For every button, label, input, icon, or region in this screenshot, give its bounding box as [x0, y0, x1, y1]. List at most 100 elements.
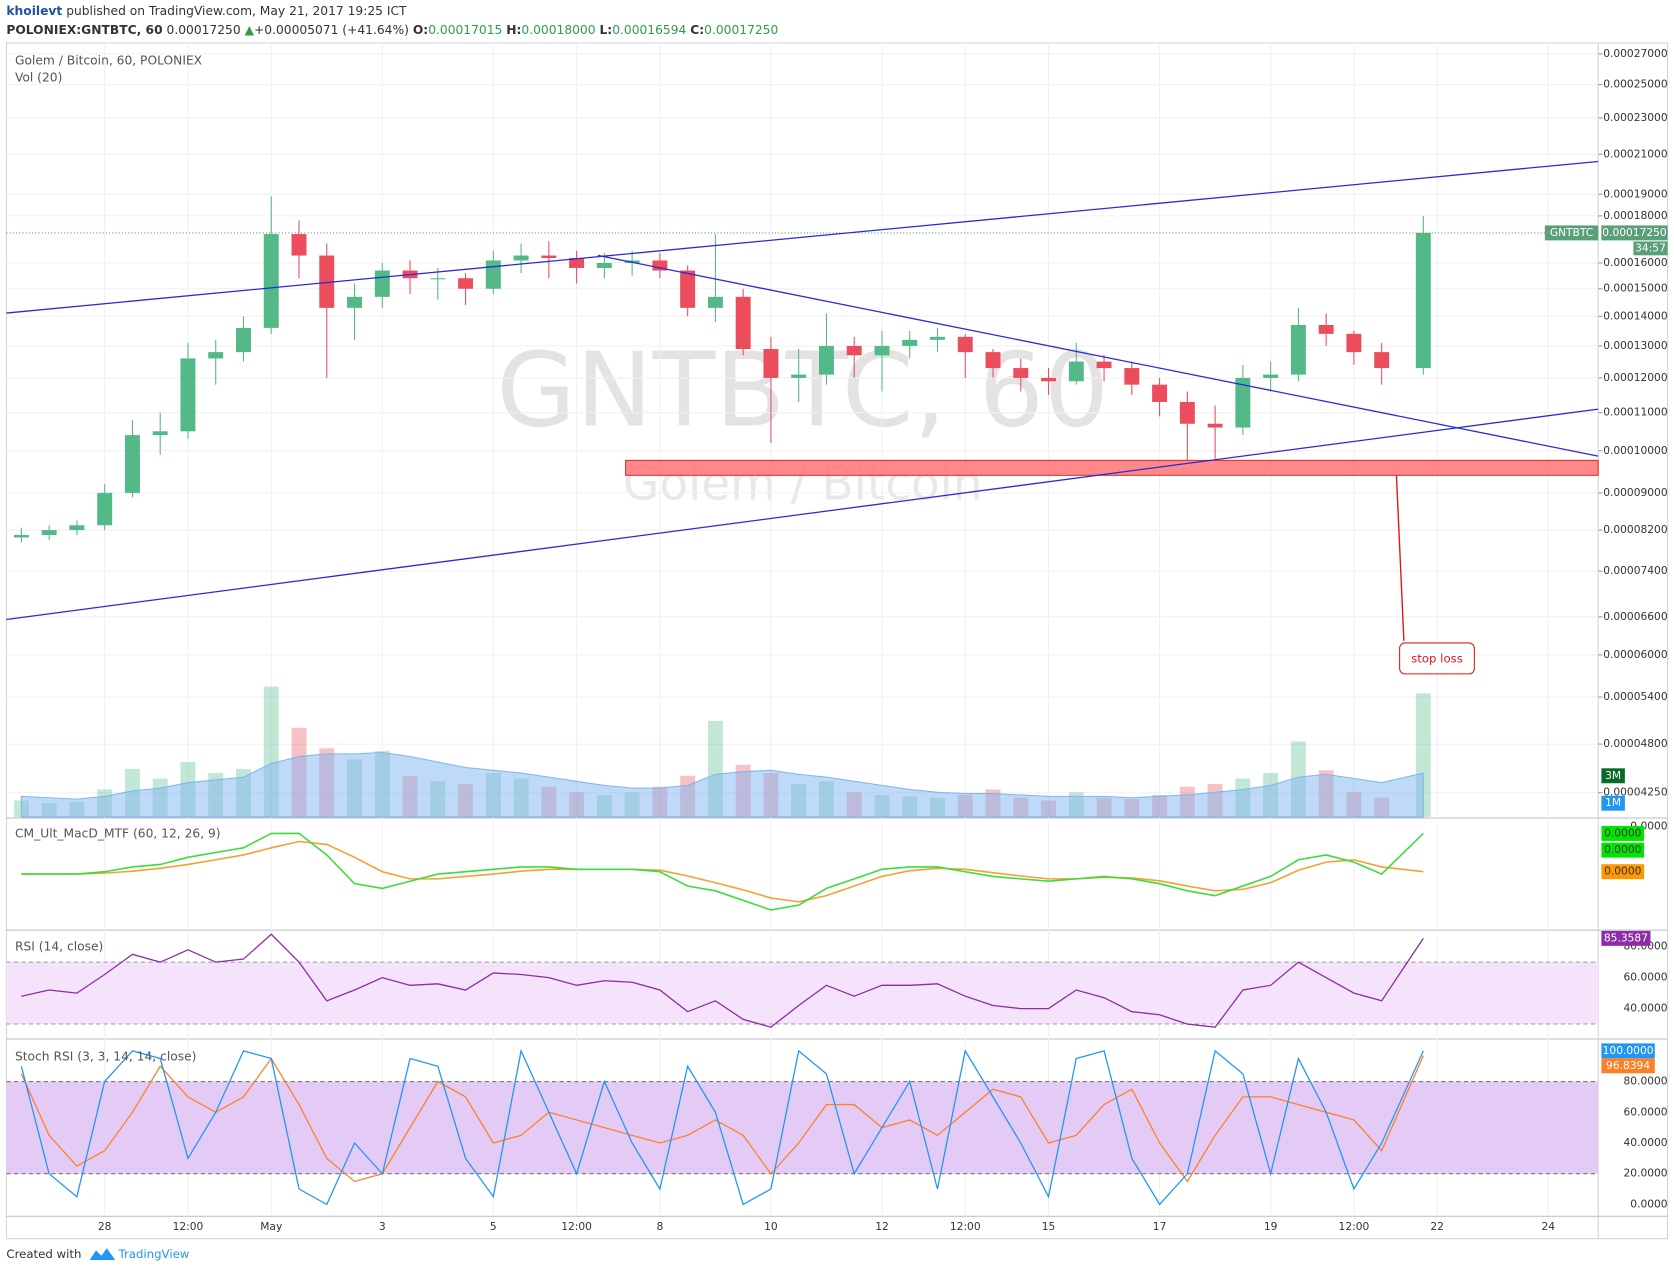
y-tick-label: 40.0000 [1624, 1136, 1668, 1149]
x-tick-label: 12:00 [173, 1220, 204, 1233]
close-value: 0.00017250 [704, 23, 778, 37]
stoch-k-line [20, 1048, 1424, 1206]
macd-badge [1601, 842, 1645, 858]
pane-title: Golem / Bitcoin, 60, POLONIEX [15, 54, 203, 68]
arrow: ▲ [245, 23, 255, 37]
x-tick-label: 3 [379, 1220, 386, 1233]
candle-body [707, 296, 723, 308]
trend-line[interactable] [597, 254, 1599, 457]
x-tick-label: 10 [764, 1220, 778, 1233]
y-tick-label: 0.00014000 [1603, 309, 1668, 322]
x-tick-label: 17 [1153, 1220, 1167, 1233]
candle-body [124, 435, 140, 493]
x-tick-label: 12:00 [561, 1220, 592, 1233]
y-tick-label: 0.00018000 [1603, 209, 1668, 222]
rsi-badge [1601, 930, 1651, 946]
trend-line[interactable] [6, 160, 1599, 314]
volume-badge-label: 1M [1605, 796, 1621, 809]
watermark: GNTBTC, 60 [497, 332, 1110, 451]
candle-body [1415, 232, 1431, 369]
rsi-badge-label: 85.3587 [1604, 931, 1648, 944]
y-tick-label: 0.00027000 [1603, 47, 1668, 60]
author[interactable]: khoilevt [6, 3, 62, 17]
volume-title: Vol (20) [15, 71, 62, 85]
y-tick-label: 0.00015000 [1603, 282, 1668, 295]
candle-body [569, 258, 585, 268]
candle-body [208, 352, 224, 359]
x-tick-label: 24 [1541, 1220, 1555, 1233]
timer-label: 34:57 [1635, 241, 1666, 254]
x-tick-label: 12 [875, 1220, 889, 1233]
volume-badge-label: 3M [1605, 769, 1621, 782]
callout-box[interactable] [1399, 642, 1475, 675]
candle-body [263, 234, 279, 328]
candle-body [902, 339, 918, 346]
x-tick-label: 12:00 [1339, 1220, 1370, 1233]
trend-line[interactable] [6, 408, 1599, 621]
candle-body [180, 358, 196, 432]
y-tick-label: 0.00021000 [1603, 147, 1668, 160]
y-tick-label: 60.0000 [1624, 1105, 1668, 1118]
y-tick-label: 0.00004250 [1603, 786, 1668, 799]
candle-body [596, 262, 612, 268]
candle-body [97, 492, 113, 526]
y-tick-label: 0.00005400 [1603, 690, 1668, 703]
y-tick-label: 0.00006600 [1603, 610, 1668, 623]
candle-body [291, 234, 307, 256]
footer-created: Created with [6, 1247, 81, 1261]
candle-body [1096, 361, 1112, 369]
candle-body [152, 431, 168, 436]
candle-body [1041, 377, 1057, 382]
footer-brand[interactable]: TradingView [118, 1247, 190, 1261]
stop-loss-zone[interactable] [625, 459, 1599, 476]
y-tick-label: 0.00016000 [1603, 256, 1668, 269]
macd-badge [1601, 825, 1645, 841]
candle-body [1290, 324, 1306, 375]
candle-body [763, 349, 779, 378]
y-tick-label: 0.00013000 [1603, 339, 1668, 352]
symbol: POLONIEX:GNTBTC, 60 [6, 23, 162, 37]
signal-line [21, 840, 1424, 903]
x-tick-label: 12:00 [950, 1220, 981, 1233]
candle-body [652, 260, 668, 271]
candle-body [1263, 374, 1279, 378]
header-line-2: POLONIEX:GNTBTC, 60 0.00017250 ▲+0.00005… [6, 23, 778, 37]
candle-body [319, 255, 335, 308]
y-tick-label: 0.0000 [1630, 1197, 1668, 1210]
candle-body [985, 352, 1001, 369]
candle-body [791, 374, 807, 378]
close-label: C: [690, 23, 704, 37]
y-tick-label: 0.00009000 [1603, 486, 1668, 499]
candle-body [680, 270, 696, 308]
candle-body [374, 270, 390, 297]
x-tick-label: 5 [490, 1220, 497, 1233]
candle-body [846, 345, 862, 356]
stoch-k-badge [1601, 1043, 1655, 1059]
macd-badge-label: 0.0000 [1604, 843, 1642, 856]
candle-body [1179, 401, 1195, 424]
low-value: 0.00016594 [612, 23, 686, 37]
x-tick-label: 8 [657, 1220, 664, 1233]
stoch-d-line [20, 1055, 1424, 1183]
rsi-band [6, 962, 1599, 1025]
volume-ma [20, 751, 1424, 818]
callout-line [1395, 475, 1405, 641]
candle-body [1068, 361, 1084, 382]
pane-title: RSI (14, close) [15, 940, 103, 954]
header-line-1: khoilevt published on TradingView.com, M… [6, 3, 407, 17]
x-tick-label: 22 [1430, 1220, 1444, 1233]
stoch-d-badge-label: 96.8394 [1606, 1059, 1650, 1072]
candle-body [1152, 384, 1168, 402]
macd-line [21, 832, 1424, 911]
macd-badge [1601, 864, 1645, 880]
candle-body [1207, 423, 1223, 428]
y-tick-label: 60.0000 [1624, 971, 1668, 984]
last-price: 0.00017250 [167, 23, 241, 37]
low-label: L: [599, 23, 612, 37]
y-tick-label: 0.00006000 [1603, 648, 1668, 661]
candle-body [485, 260, 501, 289]
symbol-badge [1544, 225, 1599, 241]
candle-body [513, 255, 529, 261]
